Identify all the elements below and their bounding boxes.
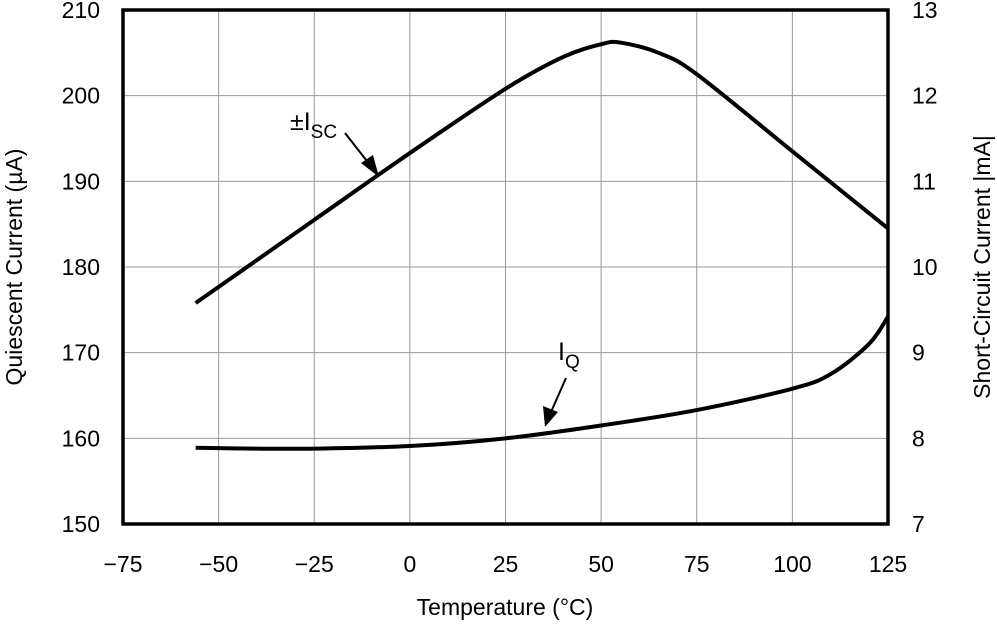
x-tick-label: −75: [103, 551, 142, 577]
y-right-tick-labels: 7 8 9 10 11 12 13: [912, 0, 938, 537]
y-axis-label: Quiescent Current (µA): [1, 149, 27, 386]
x-tick-label: 100: [773, 551, 811, 577]
iq-curve: [195, 315, 890, 451]
y-right-axis-label: Short-Circuit Current |mA|: [969, 135, 995, 399]
plot-frame: [121, 8, 890, 526]
iq-annotation-sub: Q: [565, 352, 580, 373]
x-axis-label: Temperature (°C): [417, 594, 594, 620]
x-tick-labels: −75 −50 −25 0 25 50 75 100 125: [103, 551, 907, 577]
y-tick-label: 150: [62, 511, 100, 537]
y-right-tick-label: 9: [912, 340, 925, 366]
y-tick-label: 210: [62, 0, 100, 23]
x-tick-label: 75: [684, 551, 710, 577]
y-right-tick-label: 7: [912, 511, 925, 537]
isc-arrow: [344, 132, 379, 177]
curves: [194, 39, 890, 451]
y-tick-labels: 150 160 170 180 190 200 210: [62, 0, 100, 537]
y-tick-label: 200: [62, 83, 100, 109]
x-tick-label: 25: [493, 551, 519, 577]
y-tick-label: 180: [62, 254, 100, 280]
x-tick-label: 125: [869, 551, 907, 577]
y-right-tick-label: 11: [912, 168, 936, 194]
y-tick-label: 160: [62, 425, 100, 451]
isc-curve: [194, 39, 890, 305]
isc-annotation-main: ±I: [290, 108, 311, 136]
iq-annotation-main: I: [558, 338, 565, 366]
iq-annotation: IQ: [558, 338, 580, 373]
y-right-tick-label: 12: [912, 83, 938, 109]
grid: [122, 9, 889, 525]
isc-annotation-sub: SC: [311, 122, 337, 143]
y-tick-label: 190: [62, 168, 100, 194]
x-tick-label: 50: [588, 551, 614, 577]
iq-arrow: [543, 377, 567, 427]
y-right-tick-label: 13: [912, 0, 938, 23]
x-tick-label: 0: [403, 551, 416, 577]
x-tick-label: −50: [199, 551, 238, 577]
y-tick-label: 170: [62, 340, 100, 366]
y-right-tick-label: 8: [912, 425, 925, 451]
y-right-tick-label: 10: [912, 254, 938, 280]
isc-annotation: ±ISC: [290, 108, 337, 143]
x-tick-label: −25: [295, 551, 334, 577]
